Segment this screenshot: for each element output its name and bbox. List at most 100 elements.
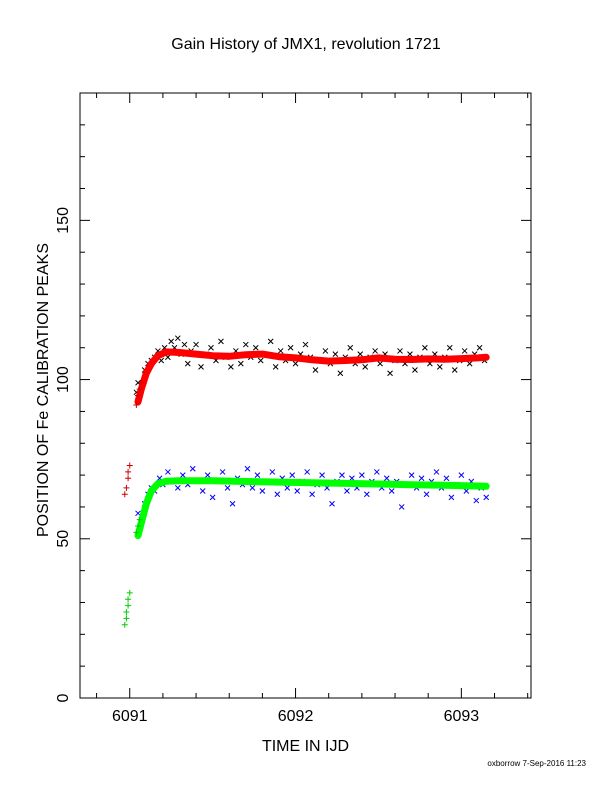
series-5-fit-line xyxy=(134,477,490,540)
series-4-point xyxy=(304,469,311,475)
series-4-point xyxy=(135,510,141,517)
series-0-point xyxy=(387,370,393,377)
series-4-point xyxy=(274,491,281,498)
series-4-point xyxy=(269,469,276,475)
series-1-fit-line xyxy=(134,348,490,406)
series-0-point xyxy=(198,363,204,370)
series-0-point xyxy=(218,338,224,345)
series-4-point xyxy=(199,488,206,494)
series-6-point xyxy=(123,609,130,616)
series-3-point xyxy=(138,379,145,386)
series-4-point xyxy=(443,475,450,482)
series-4-point xyxy=(174,484,181,491)
series-0-point xyxy=(347,344,354,351)
series-0-point xyxy=(208,344,214,351)
x-axis-label: TIME IN IJD xyxy=(261,738,350,755)
series-4-point xyxy=(244,465,251,472)
footer-timestamp: oxborrow 7-Sep-2016 11:23 xyxy=(487,759,586,768)
series-0-point xyxy=(362,363,369,370)
series-4-point xyxy=(373,469,380,475)
series-0-point xyxy=(302,341,309,348)
series-0-point xyxy=(242,341,249,348)
series-6-point xyxy=(125,596,132,603)
series-4-point xyxy=(209,494,216,501)
series-0-point xyxy=(237,360,244,367)
series-0-point xyxy=(372,348,378,354)
series-4-point xyxy=(229,500,236,507)
y-tick-label: 150 xyxy=(55,207,72,234)
series-4-point xyxy=(289,472,296,478)
series-4-point xyxy=(349,475,355,482)
series-4-point xyxy=(339,472,345,478)
series-4-point xyxy=(483,494,490,501)
series-0-point xyxy=(436,363,443,370)
series-0-point xyxy=(357,351,364,357)
series-2-point xyxy=(125,468,132,475)
series-0-point xyxy=(322,348,329,354)
series-6-point xyxy=(125,602,132,609)
y-tick-label: 0 xyxy=(55,693,72,702)
series-0-point xyxy=(174,335,181,342)
series-4-point xyxy=(249,484,256,491)
series-3-point xyxy=(136,386,143,393)
series-0-point xyxy=(312,367,319,373)
series-4-point xyxy=(309,491,315,498)
series-0-point xyxy=(332,351,339,357)
series-0-point xyxy=(337,370,344,377)
y-tick-label: 50 xyxy=(55,530,72,548)
series-4-point xyxy=(388,488,395,494)
series-0-point xyxy=(446,344,453,351)
series-0-point xyxy=(412,367,418,373)
series-2-point xyxy=(121,491,128,498)
series-4-point xyxy=(284,484,291,491)
series-4-point xyxy=(294,488,301,494)
series-4-point xyxy=(423,491,430,498)
series-4-point xyxy=(458,472,465,478)
series-4-point xyxy=(329,500,335,507)
series-0-point xyxy=(193,341,199,348)
series-0-point xyxy=(272,363,279,370)
series-4-point xyxy=(408,472,415,478)
series-4-point xyxy=(433,469,440,475)
series-4-point xyxy=(344,488,350,494)
chart-title: Gain History of JMX1, revolution 1721 xyxy=(171,36,441,53)
series-4-point xyxy=(319,472,325,478)
series-7-point xyxy=(133,529,140,536)
series-4-point xyxy=(165,469,171,475)
series-7-point xyxy=(135,523,142,530)
series-0-point xyxy=(466,360,473,367)
series-4-point xyxy=(448,494,455,501)
series-7-point xyxy=(136,516,143,523)
series-3-point xyxy=(133,402,140,409)
x-tick-label: 6093 xyxy=(444,708,480,725)
series-4-point xyxy=(254,472,261,478)
series-4-point xyxy=(363,491,370,498)
plot-frame xyxy=(79,92,532,699)
series-0-point xyxy=(267,338,274,345)
series-2-point xyxy=(123,484,130,491)
series-4-point xyxy=(204,472,211,478)
series-4-point xyxy=(398,504,405,510)
series-0-point xyxy=(287,344,294,351)
series-0-point xyxy=(277,348,284,354)
series-0-point xyxy=(422,344,428,351)
series-2-point xyxy=(125,475,132,482)
series-4-point xyxy=(224,484,231,491)
series-4-point xyxy=(473,497,480,504)
series-0-point xyxy=(476,344,483,351)
series-0-point xyxy=(461,348,468,354)
x-tick-label: 6091 xyxy=(112,708,148,725)
series-4-point xyxy=(179,472,186,478)
series-4-point xyxy=(189,465,196,472)
series-0-point xyxy=(451,367,458,373)
series-0-point xyxy=(184,360,191,367)
series-0-point xyxy=(397,348,403,354)
series-4-point xyxy=(219,469,226,475)
series-6-point xyxy=(123,615,130,622)
y-tick-label: 100 xyxy=(55,366,72,393)
series-0-point xyxy=(377,360,383,367)
series-6-point xyxy=(121,621,128,628)
x-tick-label: 6092 xyxy=(278,708,314,725)
series-0-point xyxy=(181,341,188,348)
